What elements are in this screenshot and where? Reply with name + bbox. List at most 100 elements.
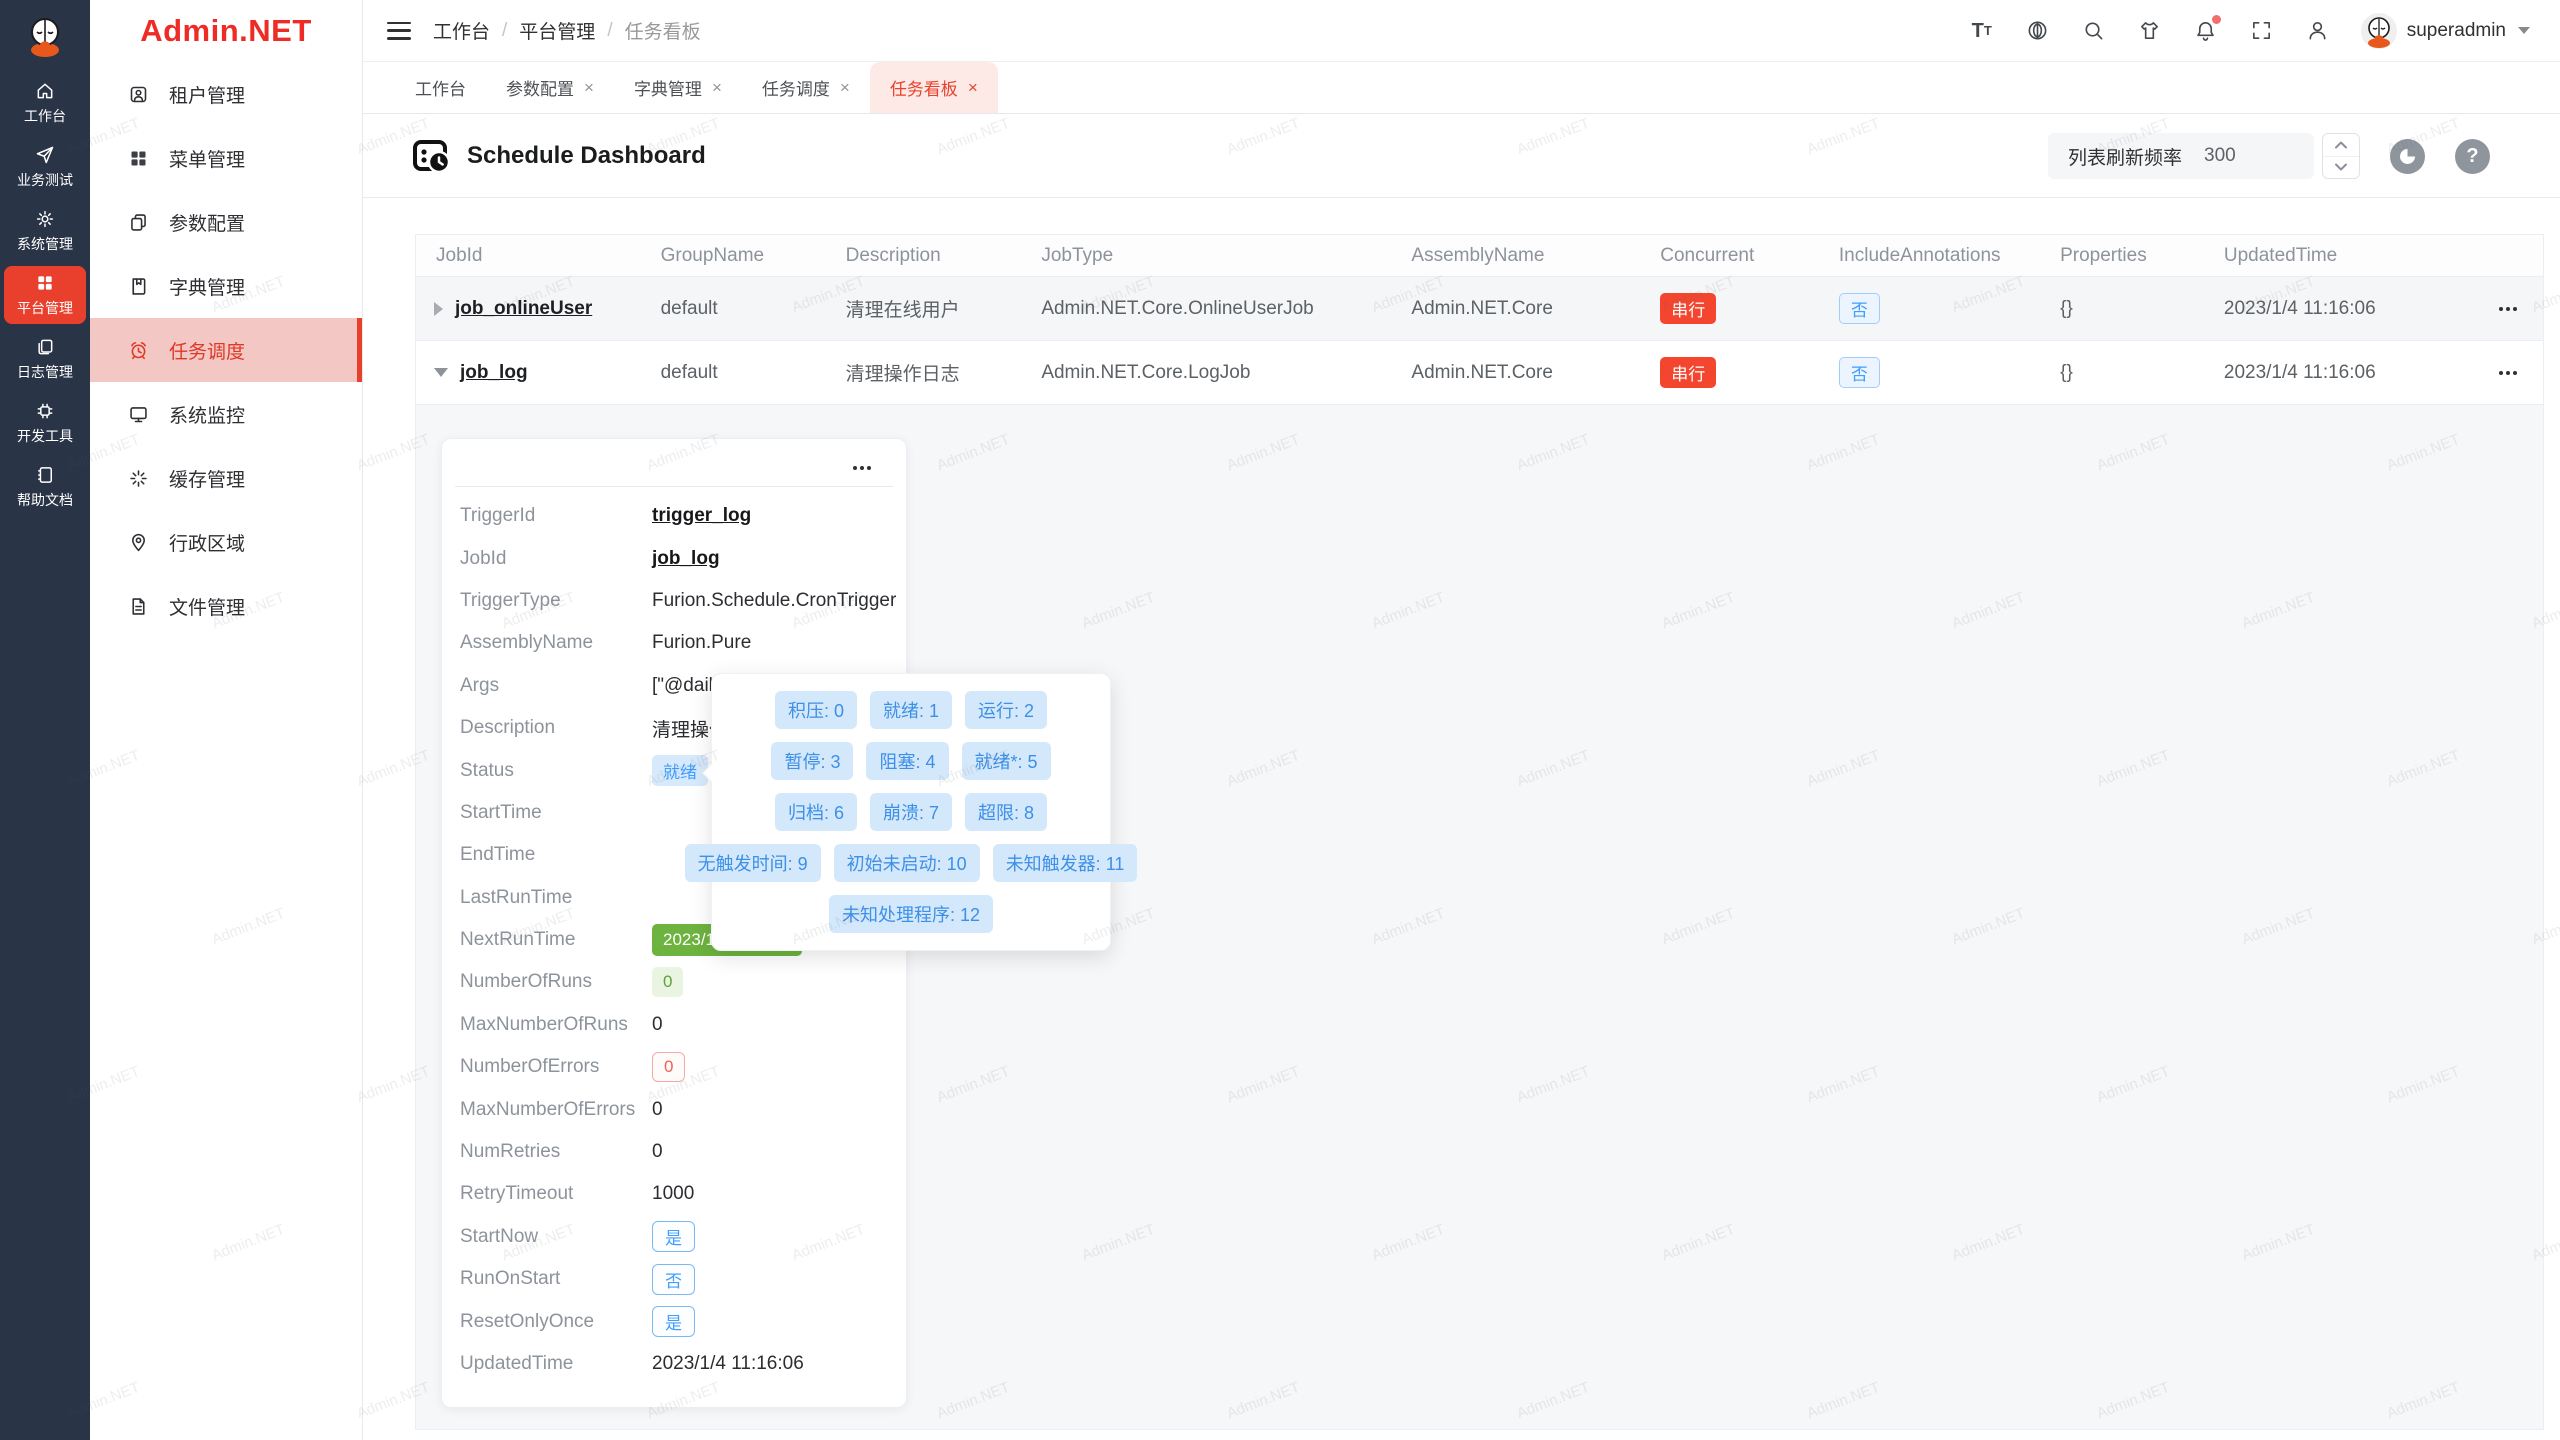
sidebar-item-dict[interactable]: 字典管理 <box>90 254 362 318</box>
language-icon[interactable] <box>2025 18 2051 44</box>
status-legend-tag: 就绪: 1 <box>869 691 952 729</box>
refresh-rate-field[interactable]: 列表刷新频率 <box>2047 133 2314 179</box>
detail-label: ResetOnlyOnce <box>460 1310 595 1332</box>
collapse-row-icon[interactable] <box>434 368 448 377</box>
include-annotations-tag: 否 <box>1838 293 1880 324</box>
page-header-actions: 列表刷新频率 ? <box>2047 133 2490 179</box>
status-legend-tooltip: 积压: 0 就绪: 1 运行: 2 暂停: 3 阻塞: 4 就绪*: 5 归档:… <box>684 673 1138 951</box>
column-header: UpdatedTime <box>2223 244 2338 266</box>
sidebar-item-params[interactable]: 参数配置 <box>90 190 362 254</box>
card-more-actions-icon[interactable] <box>853 465 871 470</box>
sidebar-item-monitor[interactable]: 系统监控 <box>90 382 362 446</box>
tab-schedule[interactable]: 任务调度 × <box>742 62 870 113</box>
close-icon[interactable]: × <box>839 78 850 97</box>
status-legend-tag: 崩溃: 7 <box>869 793 952 831</box>
expanded-row-area: TriggerId trigger_log JobId job_log Trigge… <box>416 405 2543 1429</box>
fullscreen-icon[interactable] <box>2249 18 2275 44</box>
job-id-link[interactable]: job_log <box>460 361 528 383</box>
tab-params[interactable]: 参数配置 × <box>486 62 614 113</box>
rail-item-workbench[interactable]: 工作台 <box>4 74 86 132</box>
cell-updated: 2023/1/4 11:16:06 <box>2223 297 2376 319</box>
close-icon[interactable]: × <box>967 78 978 97</box>
detail-label: AssemblyName <box>460 632 594 654</box>
breadcrumb-separator: / <box>607 19 613 41</box>
stepper-down-icon[interactable] <box>2323 157 2359 179</box>
cell-assembly: Admin.NET.Core <box>1411 361 1553 383</box>
detail-label: Description <box>460 717 556 739</box>
status-legend-tag: 阻塞: 4 <box>866 742 949 780</box>
schedule-dashboard-icon <box>413 140 451 174</box>
user-icon[interactable] <box>2305 18 2331 44</box>
sidebar-item-cache[interactable]: 缓存管理 <box>90 446 362 510</box>
detail-label: MaxNumberOfErrors <box>460 1098 636 1120</box>
status-legend-tag: 运行: 2 <box>965 691 1048 729</box>
theme-shirt-icon[interactable] <box>2137 18 2163 44</box>
close-icon[interactable]: × <box>584 78 594 97</box>
collapse-menu-icon[interactable] <box>387 21 411 40</box>
rail-item-log-mgmt[interactable]: 日志管理 <box>4 330 86 388</box>
breadcrumb-item[interactable]: 平台管理 <box>519 22 596 43</box>
status-legend-tag: 未知处理程序: 12 <box>828 895 994 933</box>
tab-dict[interactable]: 字典管理 × <box>614 62 742 113</box>
tab-label: 任务看板 <box>889 80 958 99</box>
breadcrumb-item[interactable]: 工作台 <box>433 22 491 43</box>
row-more-actions-icon[interactable] <box>2499 370 2517 375</box>
detail-value: 0 <box>652 1013 663 1035</box>
refresh-rate-input[interactable] <box>2204 145 2294 167</box>
detail-label: NumberOfErrors <box>460 1056 600 1078</box>
sidebar-item-region[interactable]: 行政区域 <box>90 510 362 574</box>
status-legend-tag: 归档: 6 <box>774 793 857 831</box>
detail-label: RetryTimeout <box>460 1183 574 1205</box>
rail-item-system-mgmt[interactable]: 系统管理 <box>4 202 86 260</box>
alarm-clock-icon <box>131 341 146 359</box>
cell-group: default <box>660 361 718 383</box>
search-icon[interactable] <box>2081 18 2107 44</box>
rail-item-help-docs[interactable]: 帮助文档 <box>4 458 86 516</box>
cell-properties: {} <box>2060 361 2073 383</box>
detail-label: Args <box>460 674 500 696</box>
expand-row-icon[interactable] <box>434 301 443 316</box>
detail-label: TriggerType <box>460 589 561 611</box>
chip-icon <box>37 403 53 418</box>
cell-group: default <box>660 297 718 319</box>
job-id-link[interactable]: job_log <box>652 547 720 569</box>
tab-dashboard-active[interactable]: 任务看板 × <box>869 62 998 113</box>
user-menu[interactable]: superadmin <box>2360 12 2530 49</box>
sidebar-item-tenant[interactable]: 租户管理 <box>90 62 362 126</box>
tab-workbench[interactable]: 工作台 <box>395 62 486 113</box>
rail-item-platform-mgmt[interactable]: 平台管理 <box>4 266 86 324</box>
status-legend-tag: 初始未启动: 10 <box>833 844 980 882</box>
stepper-up-icon[interactable] <box>2323 134 2359 157</box>
detail-label: NumRetries <box>460 1141 561 1163</box>
rail-item-business-test[interactable]: 业务测试 <box>4 138 86 196</box>
rail-item-label: 帮助文档 <box>17 491 73 508</box>
notification-bell-icon[interactable] <box>2193 14 2221 44</box>
sidebar-item-schedule[interactable]: 任务调度 <box>90 318 362 382</box>
breadcrumb-item-current: 任务看板 <box>624 22 701 43</box>
help-icon[interactable]: ? <box>2455 138 2490 174</box>
column-header: JobType <box>1041 244 1114 266</box>
paper-plane-icon <box>36 146 54 163</box>
app-logo-mascot <box>21 12 69 60</box>
table-header-row: JobId GroupName Description JobType Asse… <box>416 235 2543 277</box>
sidebar-item-files[interactable]: 文件管理 <box>90 574 362 638</box>
trigger-id-link[interactable]: trigger_log <box>652 505 752 527</box>
detail-label: JobId <box>460 547 507 569</box>
username: superadmin <box>2406 19 2506 41</box>
detail-label: StartNow <box>460 1225 539 1247</box>
tab-label: 任务调度 <box>761 80 830 99</box>
include-annotations-tag: 否 <box>1838 357 1880 388</box>
gear-icon <box>36 210 54 227</box>
status-legend-tag: 无触发时间: 9 <box>684 844 821 882</box>
stats-moon-icon[interactable] <box>2390 138 2425 174</box>
jobs-table: JobId GroupName Description JobType Asse… <box>415 234 2544 1430</box>
row-more-actions-icon[interactable] <box>2499 306 2517 311</box>
close-icon[interactable]: × <box>711 78 722 97</box>
rail-item-dev-tools[interactable]: 开发工具 <box>4 394 86 452</box>
rail-item-label: 系统管理 <box>17 235 73 252</box>
job-id-link[interactable]: job_onlineUser <box>455 297 593 319</box>
cell-properties: {} <box>2060 297 2073 319</box>
sidebar-item-menu[interactable]: 菜单管理 <box>90 126 362 190</box>
